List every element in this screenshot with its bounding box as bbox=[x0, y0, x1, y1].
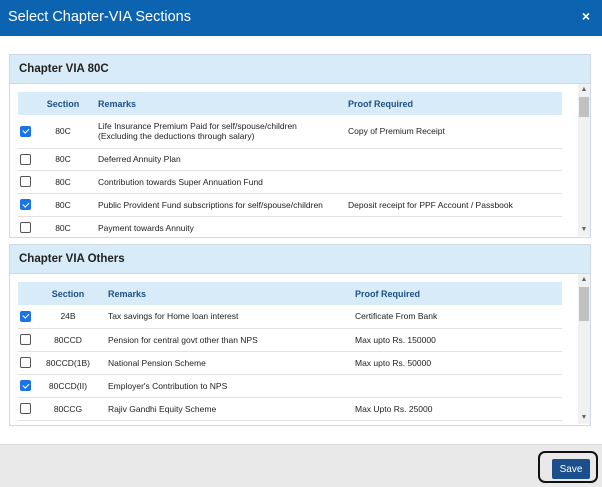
row-proof: Copy of Premium Receipt bbox=[342, 115, 562, 149]
row-proof: Certificate From Bank bbox=[349, 305, 562, 329]
row-section: 80CCD(II) bbox=[34, 374, 102, 398]
sections-table: Section Remarks Proof Required 80C Life … bbox=[18, 92, 562, 237]
row-checkbox[interactable] bbox=[20, 334, 31, 346]
table-row: 80C Life Insurance Premium Paid for self… bbox=[18, 115, 562, 149]
column-header-proof: Proof Required bbox=[342, 92, 562, 115]
row-remarks: Public Provident Fund subscriptions for … bbox=[92, 193, 342, 217]
dialog-title: Select Chapter-VIA Sections bbox=[8, 9, 191, 25]
row-proof bbox=[342, 170, 562, 194]
row-checkbox[interactable] bbox=[20, 310, 31, 322]
scrollbar-thumb[interactable] bbox=[579, 287, 589, 321]
column-header-proof: Proof Required bbox=[349, 282, 562, 305]
row-remarks: National Pension Scheme bbox=[102, 351, 349, 375]
row-proof: Max Upto Rs. 25000 bbox=[349, 397, 562, 421]
row-checkbox[interactable] bbox=[20, 380, 31, 392]
table-row: 80CCD Pension for central govt other tha… bbox=[18, 328, 562, 352]
row-remarks: Rajiv Gandhi Equity Scheme bbox=[102, 397, 349, 421]
column-header-remarks: Remarks bbox=[102, 282, 349, 305]
row-remarks: Contribution towards Super Annuation Fun… bbox=[92, 170, 342, 194]
row-proof bbox=[349, 374, 562, 398]
scrollbar-thumb[interactable] bbox=[579, 97, 589, 117]
row-checkbox[interactable] bbox=[20, 222, 31, 234]
table-row: 80CCG Rajiv Gandhi Equity Scheme Max Upt… bbox=[18, 397, 562, 421]
save-button[interactable]: Save bbox=[552, 459, 590, 479]
table-row: 80C Public Provident Fund subscriptions … bbox=[18, 193, 562, 217]
row-remarks: Deferred Annuity Plan bbox=[92, 148, 342, 171]
row-section: 24B bbox=[34, 305, 102, 329]
table-row: 80C Deferred Annuity Plan bbox=[18, 148, 562, 171]
table-row: 80C Contribution towards Super Annuation… bbox=[18, 170, 562, 194]
column-header-section: Section bbox=[34, 92, 92, 115]
chevron-up-icon[interactable]: ▲ bbox=[580, 276, 588, 283]
row-checkbox[interactable] bbox=[20, 199, 31, 211]
row-proof: Max upto Rs. 50000 bbox=[349, 351, 562, 375]
column-header-section: Section bbox=[34, 282, 102, 305]
row-checkbox[interactable] bbox=[20, 125, 31, 137]
row-remarks: Tax savings for Home loan interest bbox=[102, 305, 349, 329]
row-section: 80CCG bbox=[34, 397, 102, 421]
save-button-highlight bbox=[538, 451, 598, 483]
row-remarks: Life Insurance Premium Paid for self/spo… bbox=[92, 115, 342, 149]
table-scroll-area[interactable]: Section Remarks Proof Required 24B Tax s… bbox=[18, 282, 590, 425]
table-scroll-area[interactable]: Section Remarks Proof Required 80C Life … bbox=[18, 92, 590, 237]
table-row: 80C Payment towards Annuity bbox=[18, 216, 562, 237]
row-section: 80C bbox=[34, 115, 92, 149]
row-proof bbox=[342, 148, 562, 171]
row-proof: Deposit receipt for PPF Account / Passbo… bbox=[342, 193, 562, 217]
table-header-row: Section Remarks Proof Required bbox=[18, 282, 562, 305]
chevron-down-icon[interactable]: ▼ bbox=[580, 414, 588, 421]
row-checkbox[interactable] bbox=[20, 176, 31, 188]
panel-chapter-via-others: Chapter VIA Others Section Remarks Proof… bbox=[9, 244, 591, 426]
row-checkbox[interactable] bbox=[20, 153, 31, 165]
row-section: 80CCD(1B) bbox=[34, 351, 102, 375]
dialog-header: Select Chapter-VIA Sections × bbox=[0, 0, 602, 36]
column-header-remarks: Remarks bbox=[92, 92, 342, 115]
row-section: 80CCD bbox=[34, 328, 102, 352]
panel-title: Chapter VIA Others bbox=[10, 245, 590, 274]
table-header-row: Section Remarks Proof Required bbox=[18, 92, 562, 115]
row-checkbox[interactable] bbox=[20, 403, 31, 415]
row-proof bbox=[342, 216, 562, 237]
vertical-scrollbar[interactable]: ▲ ▼ bbox=[578, 84, 590, 236]
close-icon[interactable]: × bbox=[581, 8, 590, 24]
dialog-body: Chapter VIA 80C Section Remarks Proof Re… bbox=[0, 36, 602, 444]
row-proof: Max upto Rs. 150000 bbox=[349, 328, 562, 352]
sections-table: Section Remarks Proof Required 24B Tax s… bbox=[18, 282, 562, 421]
table-row: 24B Tax savings for Home loan interest C… bbox=[18, 305, 562, 329]
table-row: 80CCD(1B) National Pension Scheme Max up… bbox=[18, 351, 562, 375]
table-row: 80CCD(II) Employer's Contribution to NPS bbox=[18, 374, 562, 398]
row-section: 80C bbox=[34, 216, 92, 237]
chevron-up-icon[interactable]: ▲ bbox=[580, 86, 588, 93]
row-section: 80C bbox=[34, 148, 92, 171]
row-checkbox[interactable] bbox=[20, 357, 31, 369]
row-section: 80C bbox=[34, 193, 92, 217]
row-remarks: Payment towards Annuity bbox=[92, 216, 342, 237]
panel-chapter-via-80c: Chapter VIA 80C Section Remarks Proof Re… bbox=[9, 54, 591, 238]
row-remarks: Pension for central govt other than NPS bbox=[102, 328, 349, 352]
row-remarks: Employer's Contribution to NPS bbox=[102, 374, 349, 398]
vertical-scrollbar[interactable]: ▲ ▼ bbox=[578, 274, 590, 424]
panel-title: Chapter VIA 80C bbox=[10, 55, 590, 84]
row-section: 80C bbox=[34, 170, 92, 194]
chevron-down-icon[interactable]: ▼ bbox=[580, 226, 588, 233]
dialog-footer bbox=[0, 444, 602, 487]
